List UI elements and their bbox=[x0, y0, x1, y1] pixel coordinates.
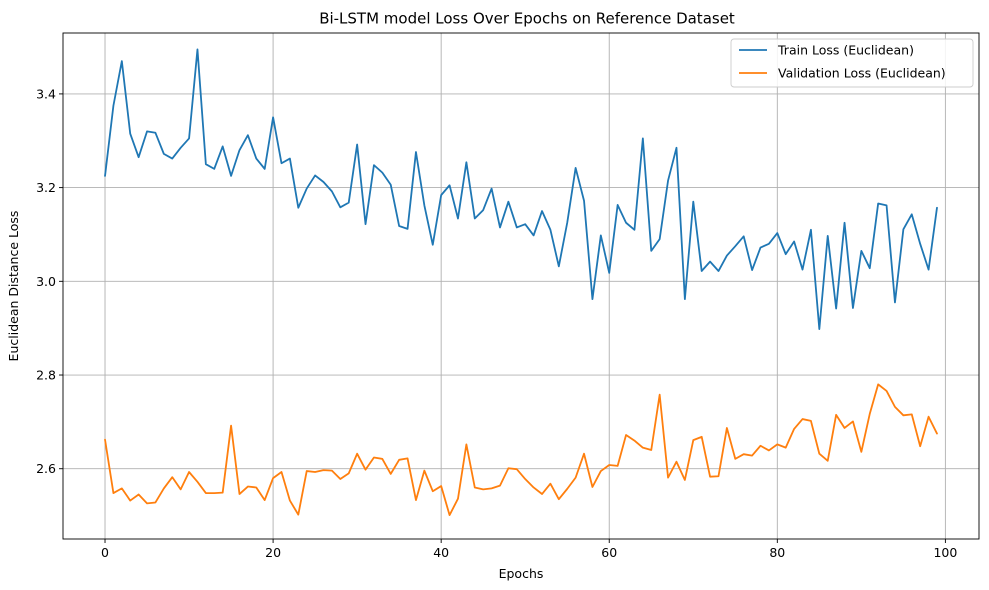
legend-label: Validation Loss (Euclidean) bbox=[778, 66, 946, 81]
y-tick-label: 2.8 bbox=[36, 368, 56, 383]
axis-ticks: 0 20 40 60 80 100 2.6 2.8 3.0 3.2 3.4 bbox=[36, 86, 957, 560]
x-tick-label: 100 bbox=[933, 545, 957, 560]
plot-frame bbox=[62, 32, 980, 540]
legend: Train Loss (Euclidean) Validation Loss (E… bbox=[730, 38, 974, 88]
x-tick-label: 20 bbox=[265, 545, 281, 560]
train-loss-line bbox=[104, 48, 938, 331]
x-tick-label: 80 bbox=[769, 545, 785, 560]
y-tick-label: 3.4 bbox=[36, 86, 56, 101]
x-axis-label: Epochs bbox=[499, 566, 544, 581]
grid-lines bbox=[63, 33, 979, 539]
x-tick-label: 40 bbox=[433, 545, 449, 560]
legend-label: Train Loss (Euclidean) bbox=[777, 43, 914, 58]
y-axis-label: Euclidean Distance Loss bbox=[6, 211, 21, 362]
y-tick-label: 3.0 bbox=[36, 274, 56, 289]
x-tick-label: 60 bbox=[601, 545, 617, 560]
validation-loss-line bbox=[104, 383, 938, 517]
x-tick-label: 0 bbox=[101, 545, 109, 560]
chart-title: Bi-LSTM model Loss Over Epochs on Refere… bbox=[319, 10, 735, 28]
y-tick-label: 2.6 bbox=[36, 461, 56, 476]
y-tick-label: 3.2 bbox=[36, 180, 56, 195]
legend-box bbox=[730, 38, 974, 88]
series-lines bbox=[104, 48, 938, 517]
